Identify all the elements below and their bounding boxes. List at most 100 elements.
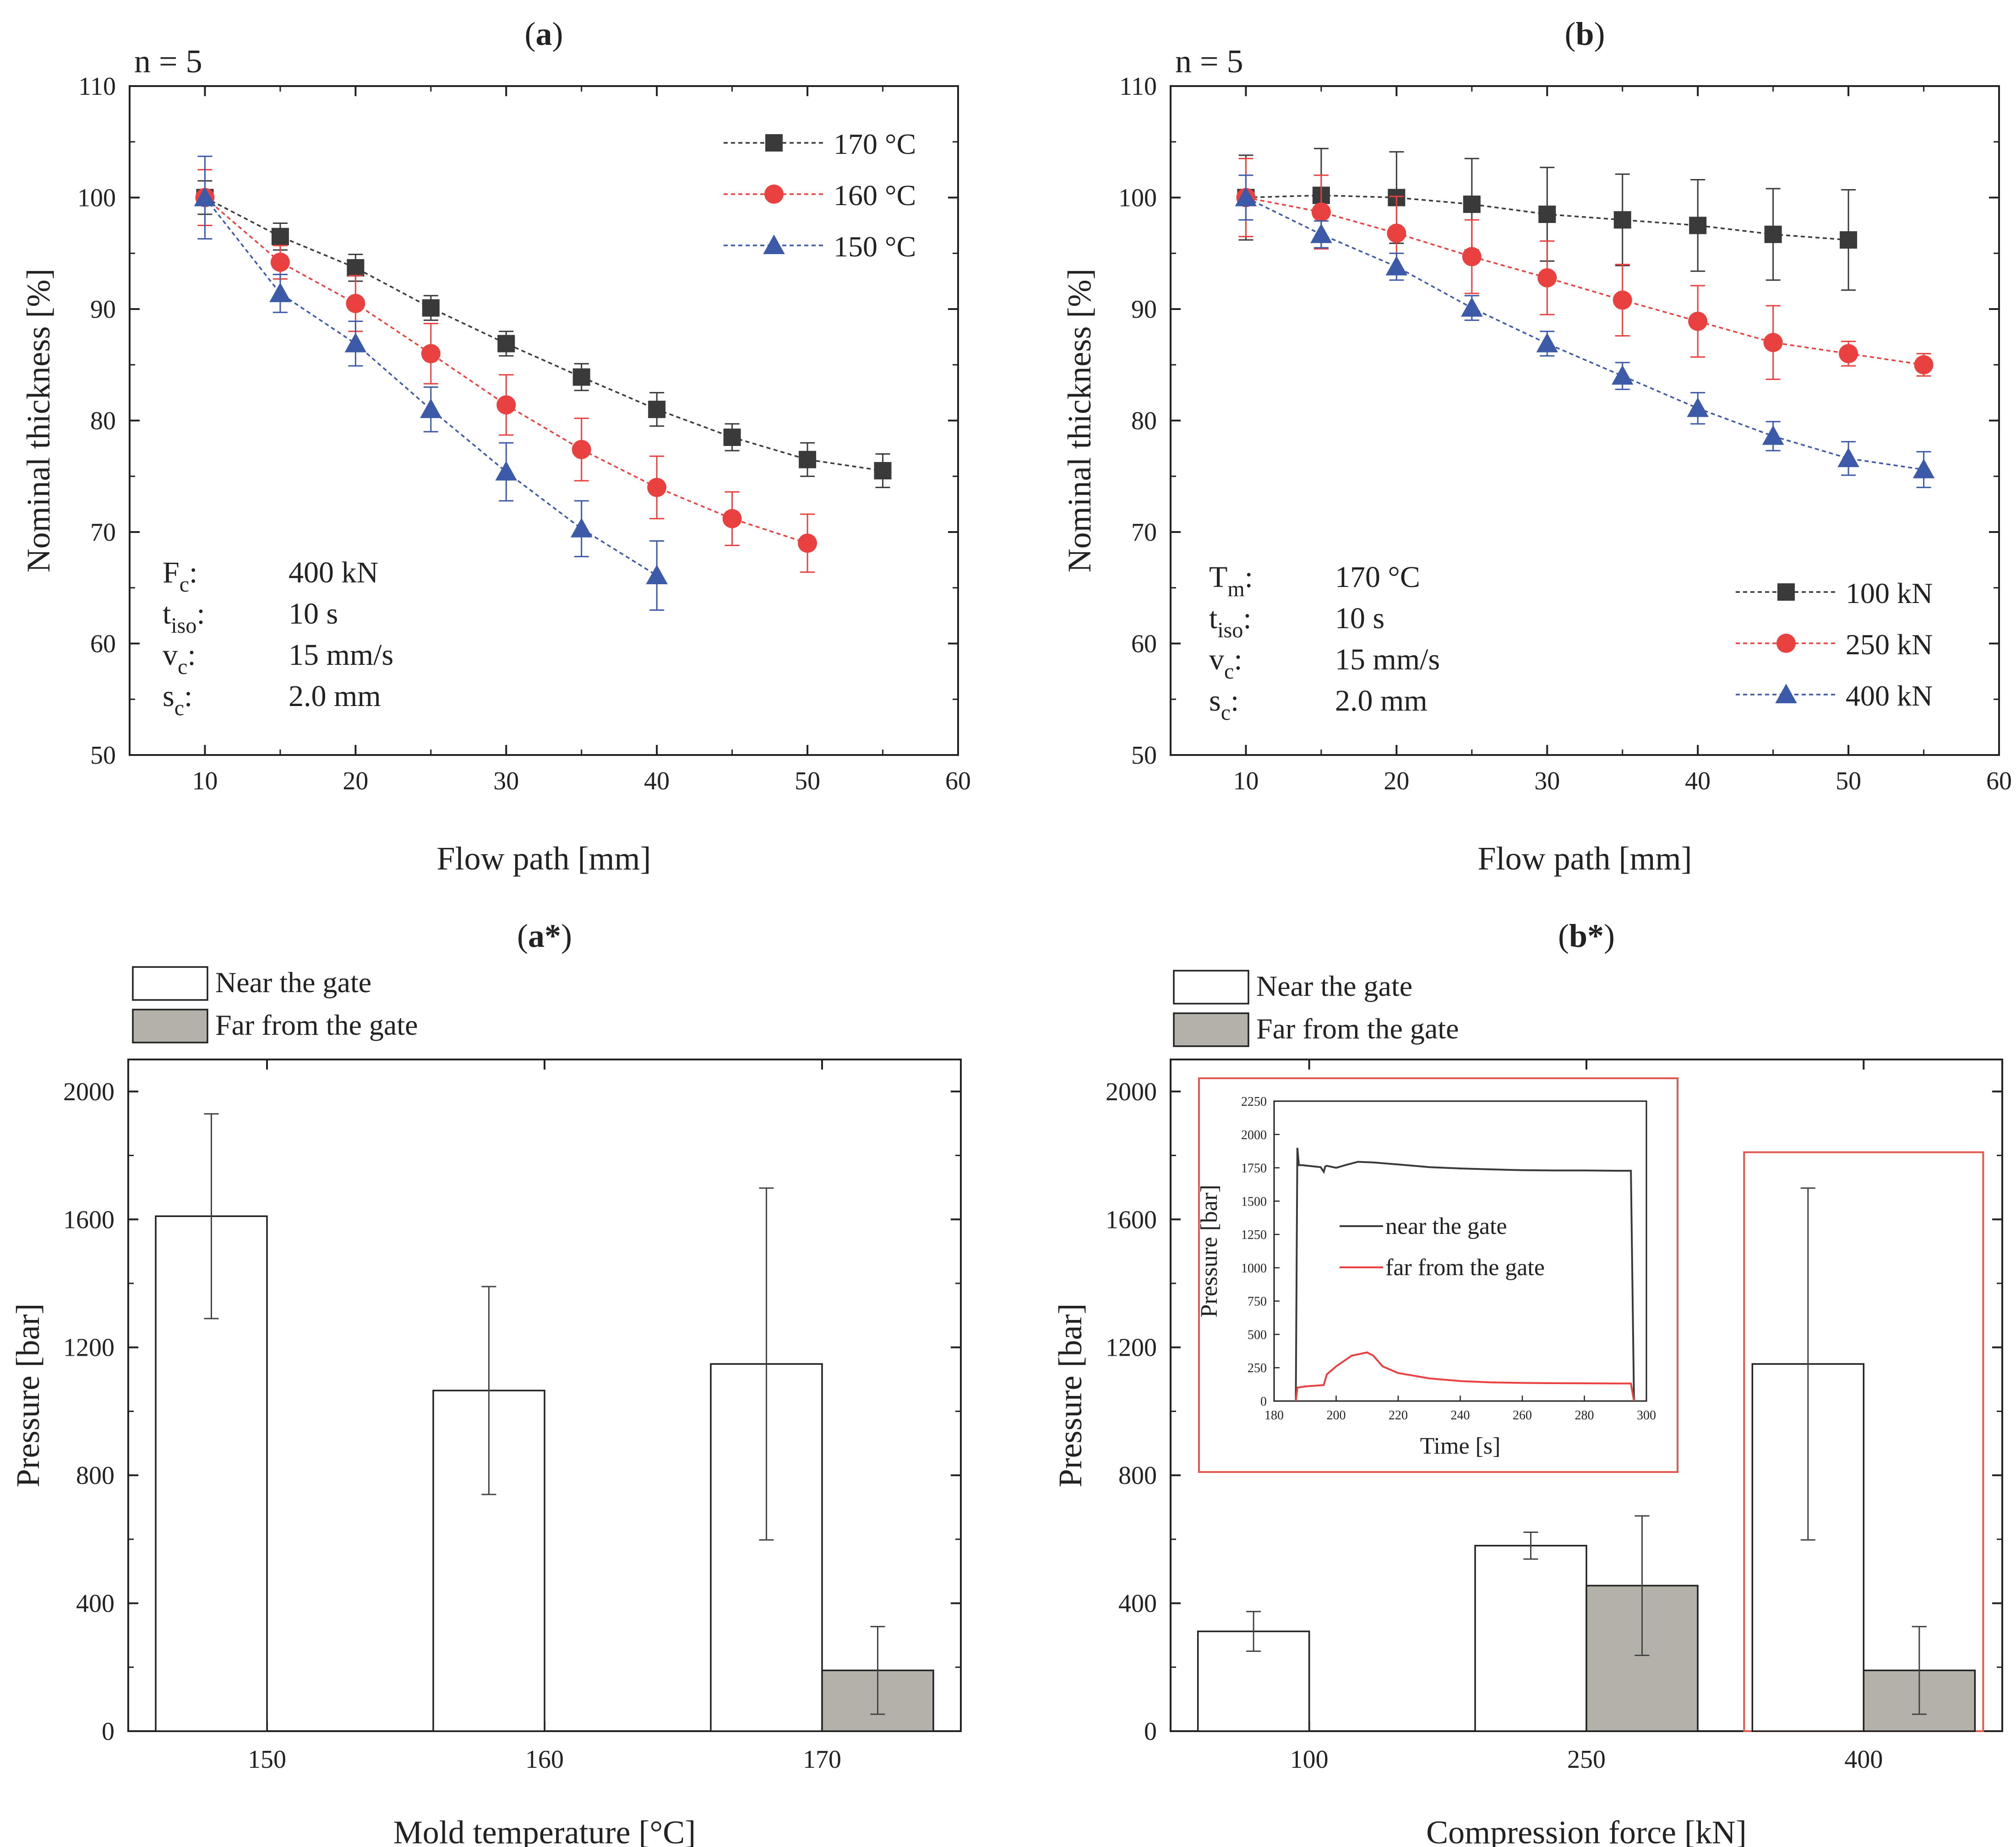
param-symbol-sub: c: [1224, 659, 1234, 684]
param-symbol: tiso:: [163, 597, 205, 638]
inset-y-tick-label: 1750: [1241, 1162, 1267, 1176]
param-value: 10 s: [1335, 602, 1384, 635]
y-axis-title: Pressure [bar]: [10, 1304, 46, 1488]
data-point: [1839, 344, 1858, 364]
panel-title-paren: (: [525, 16, 536, 52]
data-point: [1235, 186, 1257, 206]
series-2: [194, 155, 668, 611]
y-tick-label: 100: [77, 184, 116, 212]
param-symbol: Fc:: [163, 556, 197, 597]
inset-x-tick-label: 200: [1327, 1408, 1346, 1423]
data-point: [1613, 290, 1632, 310]
y-tick-label: 80: [1131, 407, 1157, 435]
x-tick-label: 160: [525, 1745, 564, 1774]
data-point: [723, 429, 741, 446]
data-point: [344, 332, 367, 353]
legend-swatch: [1173, 1012, 1249, 1047]
y-tick-label: 60: [90, 630, 116, 658]
series-0: [196, 180, 892, 489]
y-tick-label: 400: [1118, 1590, 1157, 1618]
param-symbol-main: s: [1209, 684, 1221, 717]
y-tick-label: 1600: [63, 1206, 114, 1234]
legend-item: 250 kN: [1736, 628, 1933, 661]
panel-a: (a) n = 5 10 20 30 40 50 60 50 60 70 80 90 100 110 Flow…: [20, 16, 971, 877]
data-point: [1462, 247, 1482, 266]
panel-title: (b*): [1558, 918, 1615, 954]
param-value: 400 kN: [289, 556, 378, 589]
legend-label: 400 kN: [1846, 679, 1933, 712]
param-value: 15 mm/s: [1335, 643, 1440, 676]
inset-series-line: [1295, 1147, 1635, 1402]
data-point: [1837, 447, 1859, 467]
legend-label: Far from the gate: [1256, 1012, 1459, 1045]
series-line: [1246, 196, 1924, 366]
legend-label: 160 °C: [834, 179, 916, 212]
data-point: [572, 368, 590, 386]
inset-chart: 180 200 220 240 260 280 300 0 250 500 750 1000 1250 1…: [1196, 1077, 1678, 1473]
inset-x-tick-label: 220: [1389, 1408, 1408, 1423]
param-symbol-main: T: [1209, 560, 1227, 594]
param-symbol-main: t: [163, 597, 171, 630]
panel-b: (b) n = 5 10 20 30 40 50 60 50 60 70 80 90 100 110 Flow…: [1061, 16, 2012, 877]
data-point: [1537, 268, 1557, 288]
y-tick-label: 50: [90, 741, 116, 770]
data-point: [648, 401, 666, 418]
inset-y-tick-label: 1250: [1241, 1228, 1267, 1242]
y-tick-label: 800: [76, 1461, 114, 1490]
data-point: [1463, 196, 1481, 213]
param-colon: :: [189, 556, 197, 589]
data-point: [1688, 311, 1708, 331]
y-tick-label: 110: [78, 72, 116, 101]
data-point: [347, 259, 365, 277]
param-value: 2.0 mm: [1335, 684, 1428, 717]
data-point: [1689, 217, 1707, 234]
panel-title-letter: a: [536, 16, 552, 52]
y-tick-label: 90: [90, 295, 116, 324]
y-axis-title: Nominal thickness [%]: [20, 269, 57, 573]
param-value: 15 mm/s: [289, 638, 393, 672]
data-point: [1311, 202, 1331, 222]
data-point: [1762, 425, 1784, 445]
x-tick-label: 30: [1534, 767, 1560, 795]
x-axis-title: Flow path [mm]: [1478, 840, 1692, 877]
legend-label: Near the gate: [215, 966, 371, 999]
legend-marker: [765, 134, 783, 152]
y-tick-label: 100: [1118, 184, 1157, 212]
data-point: [1387, 223, 1406, 243]
legend-marker: [1776, 634, 1796, 653]
inset-highlight-box: [1198, 1077, 1678, 1473]
panel-title-letter: b*: [1569, 918, 1604, 954]
y-tick-label: 80: [90, 407, 116, 435]
y-tick-label: 0: [1144, 1717, 1157, 1746]
x-axis-title: Flow path [mm]: [437, 840, 651, 877]
param-symbol-sub: c: [174, 696, 184, 720]
inset-y-tick-label: 1500: [1241, 1195, 1267, 1209]
y-tick-label: 90: [1131, 295, 1157, 324]
param-colon: :: [187, 638, 196, 672]
param-colon: :: [1231, 684, 1239, 717]
param-colon: :: [184, 679, 192, 713]
y-tick-label: 1600: [1106, 1206, 1157, 1234]
data-point: [1840, 231, 1858, 249]
data-point: [1687, 397, 1709, 417]
panel-title: (b): [1564, 16, 1605, 52]
legend-label: 250 kN: [1846, 628, 1933, 661]
x-tick-label: 50: [1836, 767, 1861, 795]
legend-swatch: [1173, 970, 1249, 1005]
data-point: [269, 282, 291, 302]
panel-title-letter: b: [1575, 16, 1594, 52]
legend-marker: [1777, 583, 1795, 601]
panel-title-paren: (: [517, 918, 528, 954]
data-point: [572, 440, 591, 459]
legend-marker: [763, 234, 785, 254]
x-tick-label: 40: [644, 767, 670, 795]
panel-a-star: (a*) 0 400 800 1200 1600 2000 150 160 170 Mold tem…: [10, 918, 962, 1847]
y-tick-label: 2000: [1106, 1078, 1157, 1106]
series-1: [195, 169, 817, 573]
data-point: [1461, 297, 1483, 317]
y-tick-label: 800: [1118, 1461, 1157, 1490]
data-point: [420, 398, 442, 418]
data-point: [570, 517, 593, 538]
param-value: 2.0 mm: [289, 679, 381, 713]
